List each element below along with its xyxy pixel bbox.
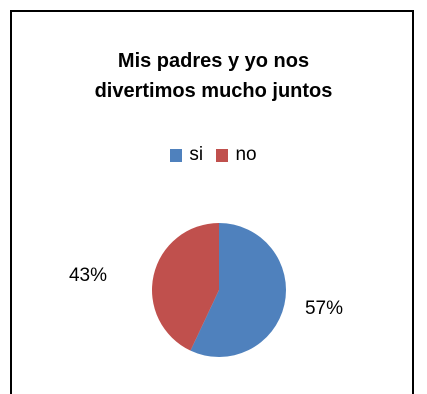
chart-title: Mis padres y yo nos divertimos mucho jun… [0,46,427,106]
data-label-si: 57% [305,298,343,319]
legend-item-si: si [170,144,203,166]
legend-swatch-si [170,148,183,162]
legend-label-no: no [235,144,257,165]
pie-slice-si [190,223,287,357]
chart-legend: si no [0,144,427,168]
chart-frame [10,10,414,394]
legend-item-no: no [216,144,257,166]
legend-label-si: si [189,144,204,165]
chart-title-line-1: Mis padres y yo nos [117,50,310,72]
pie-slice-no [152,223,219,351]
legend-swatch-no [216,148,229,162]
chart-title-line-2: divertimos mucho juntos [94,80,333,102]
data-label-no: 43% [69,265,107,286]
